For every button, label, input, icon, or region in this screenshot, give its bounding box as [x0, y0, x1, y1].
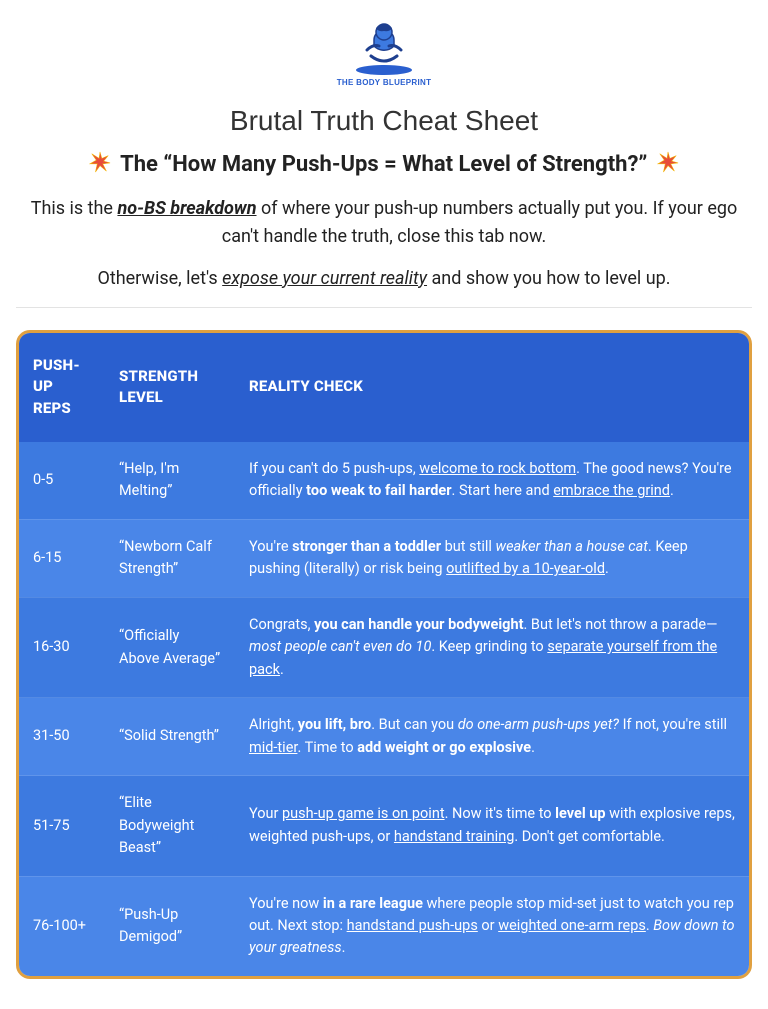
lead-1-em: no-BS breakdown [117, 198, 256, 219]
cell-level: “Help, I'm Melting” [105, 442, 235, 519]
lead-1-post: of where your push-up numbers actually p… [222, 198, 738, 247]
table-row: 76-100+“Push-Up Demigod”You're now in a … [19, 876, 749, 976]
cell-reps: 76-100+ [19, 876, 105, 976]
cell-reality: Your push-up game is on point. Now it's … [235, 776, 749, 876]
cell-reality: Alright, you lift, bro. But can you do o… [235, 698, 749, 776]
page-title: Brutal Truth Cheat Sheet [16, 105, 752, 137]
cell-reality: Congrats, you can handle your bodyweight… [235, 597, 749, 697]
cell-level: “Solid Strength” [105, 698, 235, 776]
table-row: 51-75“Elite Bodyweight Beast”Your push-u… [19, 776, 749, 876]
col-reps: PUSH-UP REPS [19, 333, 105, 442]
subtitle: The “How Many Push-Ups = What Level of S… [16, 151, 752, 179]
lead-1: This is the no-BS breakdown of where you… [16, 195, 752, 251]
lead-2-post: and show you how to level up. [427, 268, 671, 289]
logo-icon [349, 20, 419, 76]
table-header-row: PUSH-UP REPS STRENGTH LEVEL REALITY CHEC… [19, 333, 749, 442]
cell-reality: If you can't do 5 push-ups, welcome to r… [235, 442, 749, 519]
collision-icon [89, 151, 111, 179]
cell-level: “Officially Above Average” [105, 597, 235, 697]
cell-level: “Push-Up Demigod” [105, 876, 235, 976]
cell-reps: 6-15 [19, 519, 105, 597]
cell-level: “Elite Bodyweight Beast” [105, 776, 235, 876]
cell-level: “Newborn Calf Strength” [105, 519, 235, 597]
subtitle-text: The “How Many Push-Ups = What Level of S… [120, 152, 647, 177]
col-reality: REALITY CHECK [235, 333, 749, 442]
table-row: 31-50“Solid Strength”Alright, you lift, … [19, 698, 749, 776]
lead-2: Otherwise, let's expose your current rea… [16, 265, 752, 293]
lead-2-pre: Otherwise, let's [97, 268, 222, 289]
collision-icon [657, 151, 679, 179]
cell-reps: 51-75 [19, 776, 105, 876]
table-row: 0-5“Help, I'm Melting”If you can't do 5 … [19, 442, 749, 519]
lead-1-pre: This is the [31, 198, 118, 219]
logo: THE BODY BLUEPRINT [16, 20, 752, 87]
logo-text: THE BODY BLUEPRINT [16, 78, 752, 87]
cell-reps: 16-30 [19, 597, 105, 697]
cell-reps: 0-5 [19, 442, 105, 519]
lead-2-em: expose your current reality [222, 268, 427, 289]
cell-reps: 31-50 [19, 698, 105, 776]
divider [16, 307, 752, 308]
cell-reality: You're now in a rare league where people… [235, 876, 749, 976]
table-row: 6-15“Newborn Calf Strength”You're strong… [19, 519, 749, 597]
cell-reality: You're stronger than a toddler but still… [235, 519, 749, 597]
col-level: STRENGTH LEVEL [105, 333, 235, 442]
table-row: 16-30“Officially Above Average”Congrats,… [19, 597, 749, 697]
pushup-table: PUSH-UP REPS STRENGTH LEVEL REALITY CHEC… [16, 330, 752, 979]
